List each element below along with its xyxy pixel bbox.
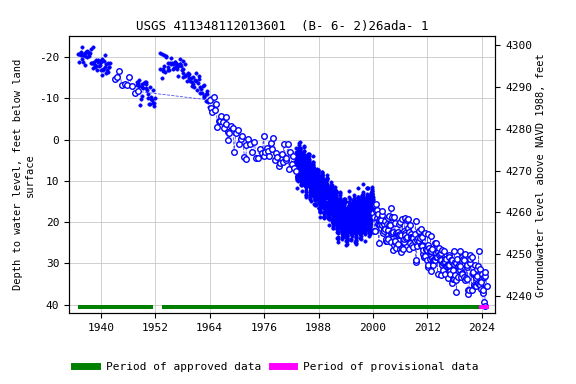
Bar [162, 305, 479, 309]
Bar [479, 305, 488, 309]
Bar [78, 305, 153, 309]
Y-axis label: Groundwater level above NAVD 1988, feet: Groundwater level above NAVD 1988, feet [536, 53, 546, 296]
Title: USGS 411348112013601  (B- 6- 2)26ada- 1: USGS 411348112013601 (B- 6- 2)26ada- 1 [136, 20, 429, 33]
Legend: Period of approved data, Period of provisional data: Period of approved data, Period of provi… [70, 358, 483, 377]
Y-axis label: Depth to water level, feet below land
surface: Depth to water level, feet below land su… [13, 59, 35, 290]
